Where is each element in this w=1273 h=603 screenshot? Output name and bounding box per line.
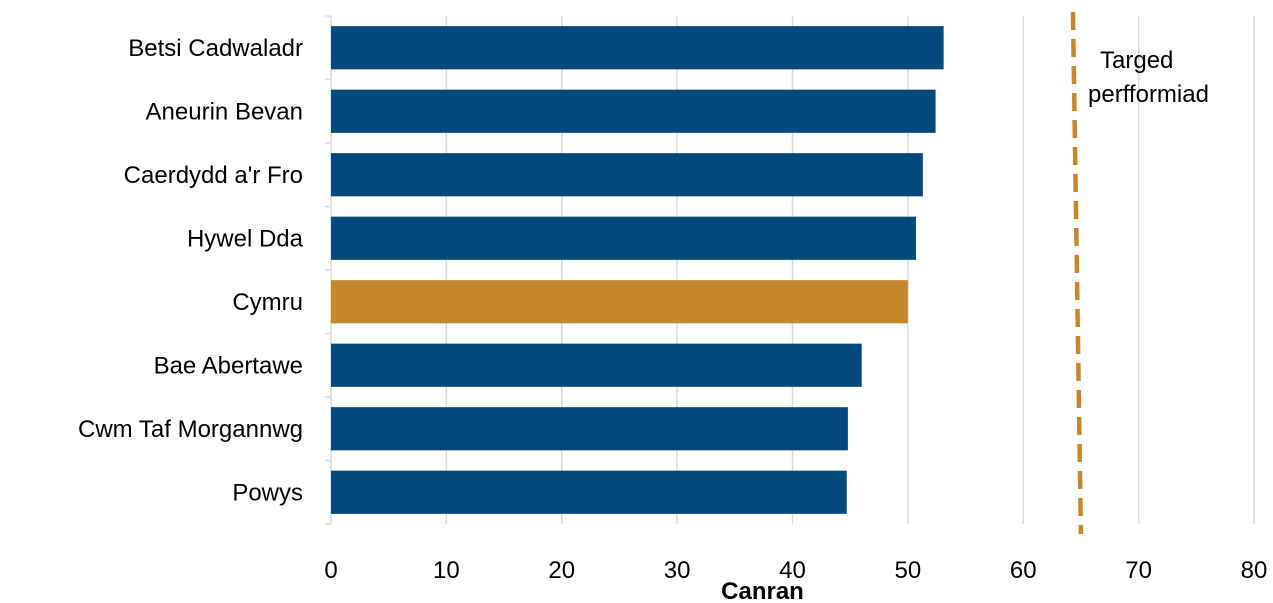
category-label: Betsi Cadwaladr bbox=[128, 35, 303, 62]
target-line bbox=[1070, 11, 1084, 535]
x-tick-label: 40 bbox=[779, 557, 806, 584]
x-tick-labels: 0 10 20 30 40 50 60 70 80 bbox=[324, 557, 1267, 584]
x-tick-label: 80 bbox=[1241, 557, 1268, 584]
category-label: Bae Abertawe bbox=[154, 352, 303, 379]
x-tick-label: 0 bbox=[324, 557, 337, 584]
x-axis-title: Canran bbox=[721, 578, 804, 603]
bar bbox=[331, 280, 908, 324]
bar bbox=[331, 343, 862, 387]
x-tick-label: 50 bbox=[895, 557, 922, 584]
bar bbox=[331, 89, 936, 133]
category-label: Hywel Dda bbox=[187, 225, 304, 252]
bars bbox=[331, 26, 944, 514]
category-label: Cymru bbox=[232, 289, 303, 316]
x-tick-label: 60 bbox=[1010, 557, 1037, 584]
x-tick-label: 30 bbox=[664, 557, 691, 584]
bar bbox=[331, 153, 923, 197]
category-label: Aneurin Bevan bbox=[146, 98, 303, 125]
x-tick-label: 20 bbox=[548, 557, 575, 584]
bar bbox=[331, 216, 916, 260]
bar bbox=[331, 407, 848, 451]
category-label: Powys bbox=[232, 479, 303, 506]
category-label: Cwm Taf Morgannwg bbox=[78, 416, 303, 443]
bar bbox=[331, 470, 847, 514]
bar bbox=[331, 26, 944, 70]
target-label-line2: perfformiad bbox=[1088, 81, 1209, 108]
category-labels: Betsi Cadwaladr Aneurin Bevan Caerdydd a'r… bbox=[78, 35, 304, 507]
category-label: Caerdydd a'r Fro bbox=[124, 162, 303, 189]
target-label-line1: Targed bbox=[1100, 47, 1173, 74]
x-tick-label: 10 bbox=[433, 557, 460, 584]
x-tick-label: 70 bbox=[1125, 557, 1152, 584]
